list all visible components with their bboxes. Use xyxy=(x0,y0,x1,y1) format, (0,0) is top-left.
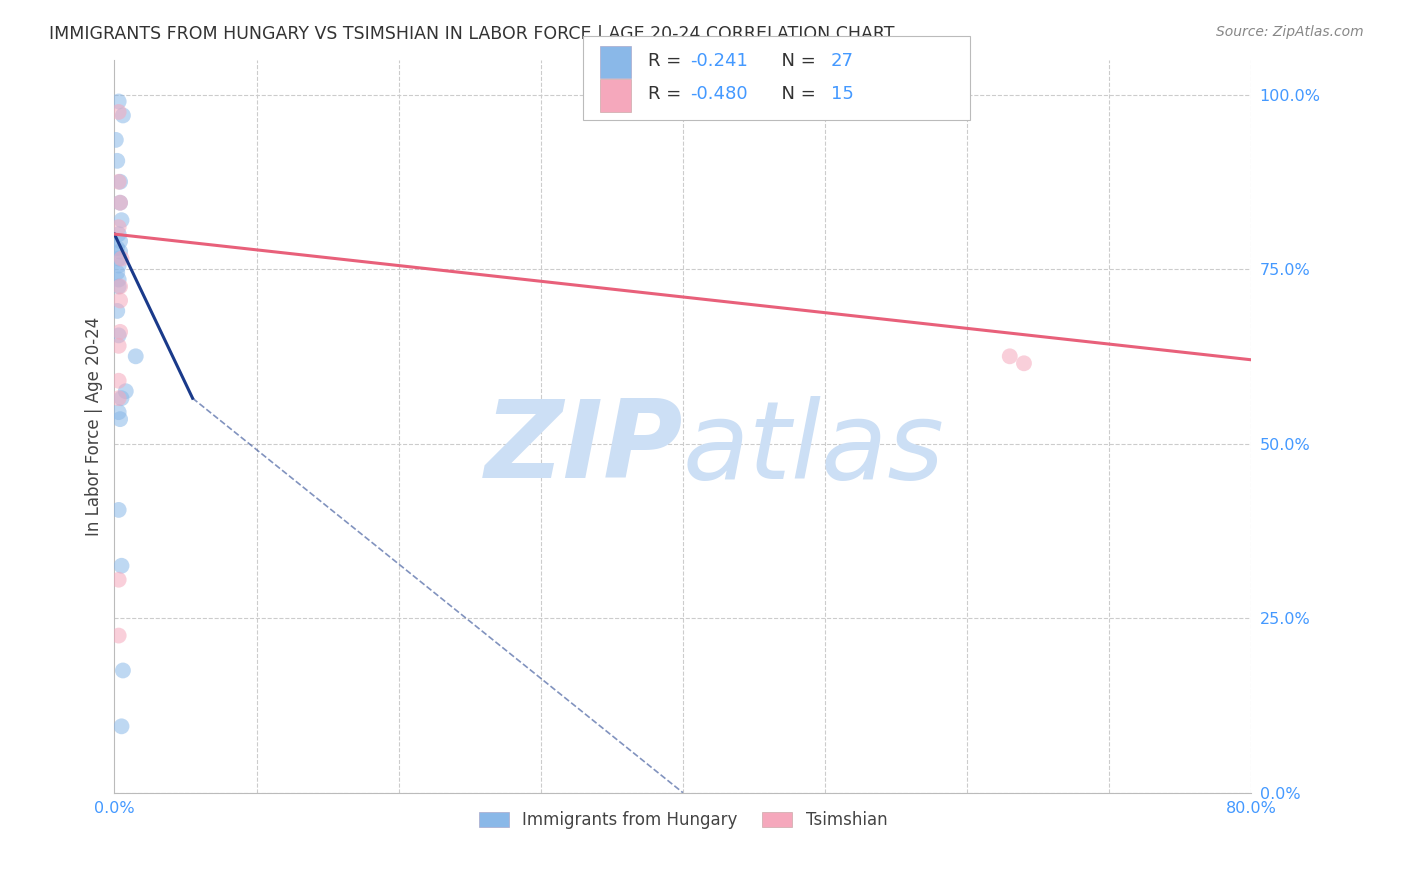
Text: -0.480: -0.480 xyxy=(690,85,748,103)
Point xyxy=(110,252,132,266)
Text: Source: ZipAtlas.com: Source: ZipAtlas.com xyxy=(1216,25,1364,39)
Text: N =: N = xyxy=(770,85,823,103)
Point xyxy=(108,195,131,210)
Point xyxy=(107,374,129,388)
Point xyxy=(104,133,127,147)
Point xyxy=(107,175,129,189)
Point xyxy=(107,328,129,343)
Point xyxy=(125,349,148,363)
Point xyxy=(107,272,129,286)
Point xyxy=(110,213,132,227)
Y-axis label: In Labor Force | Age 20-24: In Labor Force | Age 20-24 xyxy=(86,317,103,536)
Point xyxy=(107,95,129,109)
Point xyxy=(998,349,1021,363)
Text: IMMIGRANTS FROM HUNGARY VS TSIMSHIAN IN LABOR FORCE | AGE 20-24 CORRELATION CHAR: IMMIGRANTS FROM HUNGARY VS TSIMSHIAN IN … xyxy=(49,25,894,43)
Text: ZIP: ZIP xyxy=(485,395,683,501)
Point xyxy=(111,108,134,122)
Point xyxy=(108,279,131,293)
Point xyxy=(108,325,131,339)
Point xyxy=(107,279,129,293)
Text: atlas: atlas xyxy=(683,396,945,500)
Point xyxy=(107,227,129,241)
Point xyxy=(108,244,131,259)
Point xyxy=(108,175,131,189)
Point xyxy=(105,153,128,168)
Point xyxy=(105,241,128,255)
Point xyxy=(107,573,129,587)
Text: R =: R = xyxy=(648,52,688,70)
Point xyxy=(111,664,134,678)
Point xyxy=(108,195,131,210)
Point xyxy=(107,220,129,235)
Point xyxy=(107,629,129,643)
Point xyxy=(108,293,131,308)
Point xyxy=(107,391,129,405)
Point xyxy=(110,558,132,573)
Text: 15: 15 xyxy=(831,85,853,103)
Text: -0.241: -0.241 xyxy=(690,52,748,70)
Point xyxy=(114,384,136,399)
Point xyxy=(107,405,129,419)
Point xyxy=(110,391,132,405)
Text: 27: 27 xyxy=(831,52,853,70)
Point xyxy=(108,412,131,426)
Text: R =: R = xyxy=(648,85,688,103)
Point xyxy=(107,259,129,273)
Point xyxy=(107,105,129,120)
Point xyxy=(107,252,129,266)
Point xyxy=(105,266,128,280)
Point xyxy=(108,234,131,248)
Point xyxy=(105,304,128,318)
Legend: Immigrants from Hungary, Tsimshian: Immigrants from Hungary, Tsimshian xyxy=(472,805,894,836)
Point xyxy=(107,339,129,353)
Point xyxy=(1012,356,1035,370)
Point xyxy=(110,719,132,733)
Text: N =: N = xyxy=(770,52,823,70)
Point xyxy=(107,503,129,517)
